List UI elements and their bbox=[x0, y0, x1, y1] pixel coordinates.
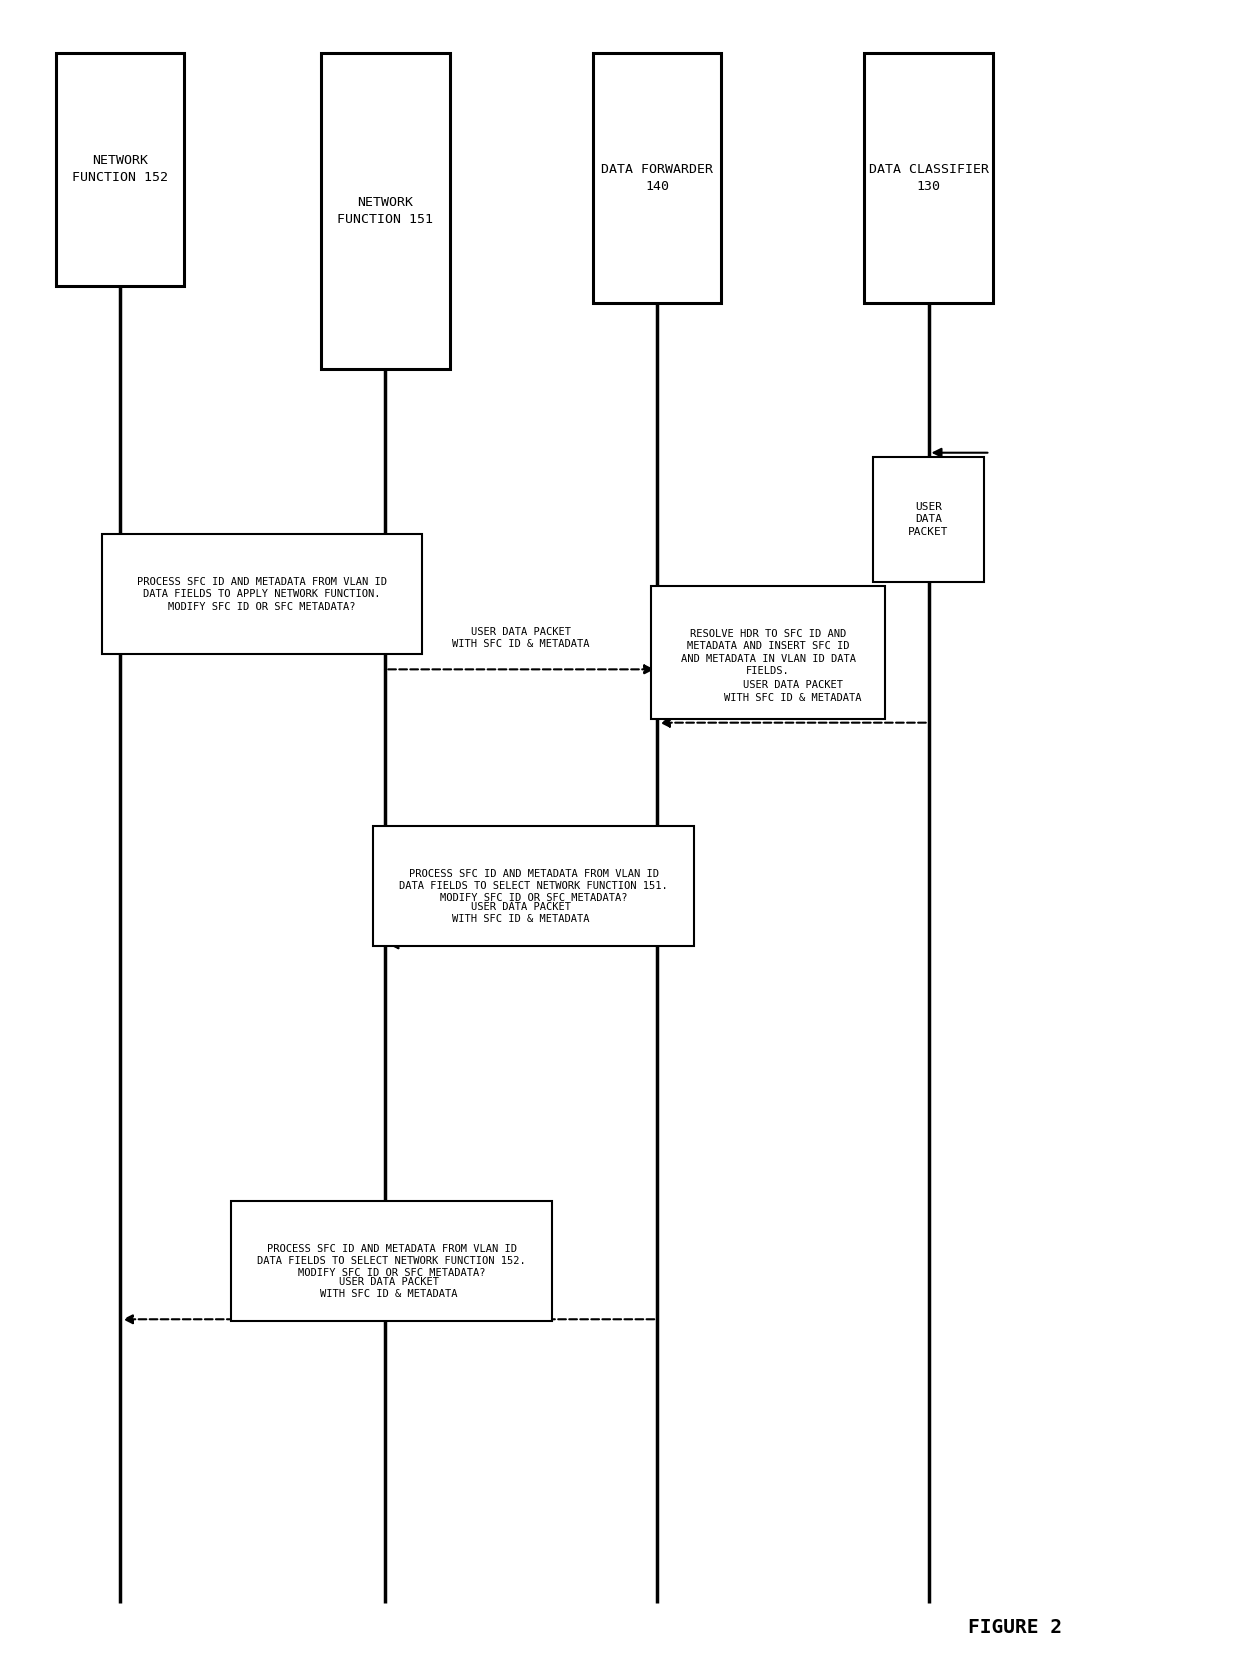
Bar bbox=[864, 54, 993, 303]
Bar bbox=[56, 54, 185, 286]
Text: USER DATA PACKET
WITH SFC ID & METADATA: USER DATA PACKET WITH SFC ID & METADATA bbox=[320, 1277, 458, 1299]
Text: PROCESS SFC ID AND METADATA FROM VLAN ID
DATA FIELDS TO SELECT NETWORK FUNCTION : PROCESS SFC ID AND METADATA FROM VLAN ID… bbox=[257, 1244, 526, 1279]
Bar bbox=[593, 54, 722, 303]
Text: FIGURE 2: FIGURE 2 bbox=[968, 1618, 1061, 1637]
Bar bbox=[102, 535, 423, 654]
Text: USER DATA PACKET
WITH SFC ID & METADATA: USER DATA PACKET WITH SFC ID & METADATA bbox=[724, 681, 862, 702]
Text: NETWORK
FUNCTION 152: NETWORK FUNCTION 152 bbox=[72, 154, 169, 184]
Bar bbox=[373, 826, 694, 946]
Text: DATA FORWARDER
140: DATA FORWARDER 140 bbox=[601, 162, 713, 192]
Text: NETWORK
FUNCTION 151: NETWORK FUNCTION 151 bbox=[337, 196, 434, 226]
Text: PROCESS SFC ID AND METADATA FROM VLAN ID
DATA FIELDS TO SELECT NETWORK FUNCTION : PROCESS SFC ID AND METADATA FROM VLAN ID… bbox=[399, 868, 668, 903]
Text: USER
DATA
PACKET: USER DATA PACKET bbox=[909, 502, 949, 537]
Bar bbox=[321, 54, 450, 370]
Text: RESOLVE HDR TO SFC ID AND
METADATA AND INSERT SFC ID
AND METADATA IN VLAN ID DAT: RESOLVE HDR TO SFC ID AND METADATA AND I… bbox=[681, 629, 856, 675]
Text: USER DATA PACKET
WITH SFC ID & METADATA: USER DATA PACKET WITH SFC ID & METADATA bbox=[453, 627, 590, 649]
Text: USER DATA PACKET
WITH SFC ID & METADATA: USER DATA PACKET WITH SFC ID & METADATA bbox=[453, 901, 590, 925]
Bar bbox=[651, 585, 885, 719]
Text: DATA CLASSIFIER
130: DATA CLASSIFIER 130 bbox=[868, 162, 988, 192]
Text: PROCESS SFC ID AND METADATA FROM VLAN ID
DATA FIELDS TO APPLY NETWORK FUNCTION.
: PROCESS SFC ID AND METADATA FROM VLAN ID… bbox=[136, 577, 387, 612]
Bar bbox=[873, 456, 985, 582]
Bar bbox=[231, 1200, 552, 1321]
